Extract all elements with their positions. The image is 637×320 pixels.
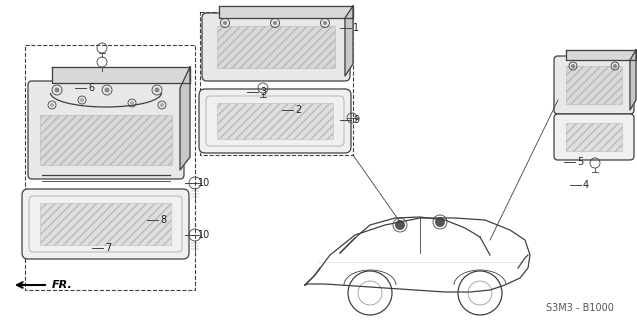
Circle shape: [80, 98, 84, 102]
Polygon shape: [219, 6, 353, 18]
Circle shape: [55, 87, 59, 92]
Text: 1: 1: [353, 23, 359, 33]
Text: 2: 2: [295, 105, 301, 115]
Circle shape: [104, 87, 110, 92]
Text: S3M3 - B1000: S3M3 - B1000: [546, 303, 614, 313]
Text: 6: 6: [88, 83, 94, 93]
Polygon shape: [566, 50, 636, 60]
Circle shape: [571, 64, 575, 68]
FancyBboxPatch shape: [28, 81, 184, 179]
Circle shape: [223, 21, 227, 25]
Bar: [217, 26, 335, 68]
FancyBboxPatch shape: [199, 89, 351, 153]
Circle shape: [155, 87, 159, 92]
Text: 10: 10: [198, 230, 210, 240]
Polygon shape: [345, 6, 353, 76]
Text: 10: 10: [198, 178, 210, 188]
Circle shape: [395, 220, 405, 230]
Bar: [566, 123, 622, 151]
Text: 5: 5: [577, 157, 583, 167]
Circle shape: [130, 101, 134, 105]
Text: 8: 8: [160, 215, 166, 225]
Circle shape: [273, 21, 277, 25]
Text: 3: 3: [260, 87, 266, 97]
Text: FR.: FR.: [52, 280, 73, 290]
Bar: [25, 45, 195, 290]
FancyBboxPatch shape: [202, 13, 350, 81]
Polygon shape: [630, 50, 636, 110]
Bar: [217, 103, 333, 139]
FancyBboxPatch shape: [554, 56, 634, 114]
Text: 7: 7: [105, 243, 111, 253]
Polygon shape: [52, 67, 190, 83]
FancyBboxPatch shape: [554, 114, 634, 160]
Text: 9: 9: [353, 115, 359, 125]
Polygon shape: [180, 67, 190, 170]
Bar: [40, 115, 172, 165]
Circle shape: [323, 21, 327, 25]
Bar: [566, 66, 622, 104]
Bar: [40, 203, 171, 245]
Bar: [200, 12, 353, 155]
Circle shape: [50, 103, 54, 107]
Circle shape: [160, 103, 164, 107]
Circle shape: [613, 64, 617, 68]
Circle shape: [435, 217, 445, 227]
Text: 4: 4: [583, 180, 589, 190]
FancyBboxPatch shape: [22, 189, 189, 259]
